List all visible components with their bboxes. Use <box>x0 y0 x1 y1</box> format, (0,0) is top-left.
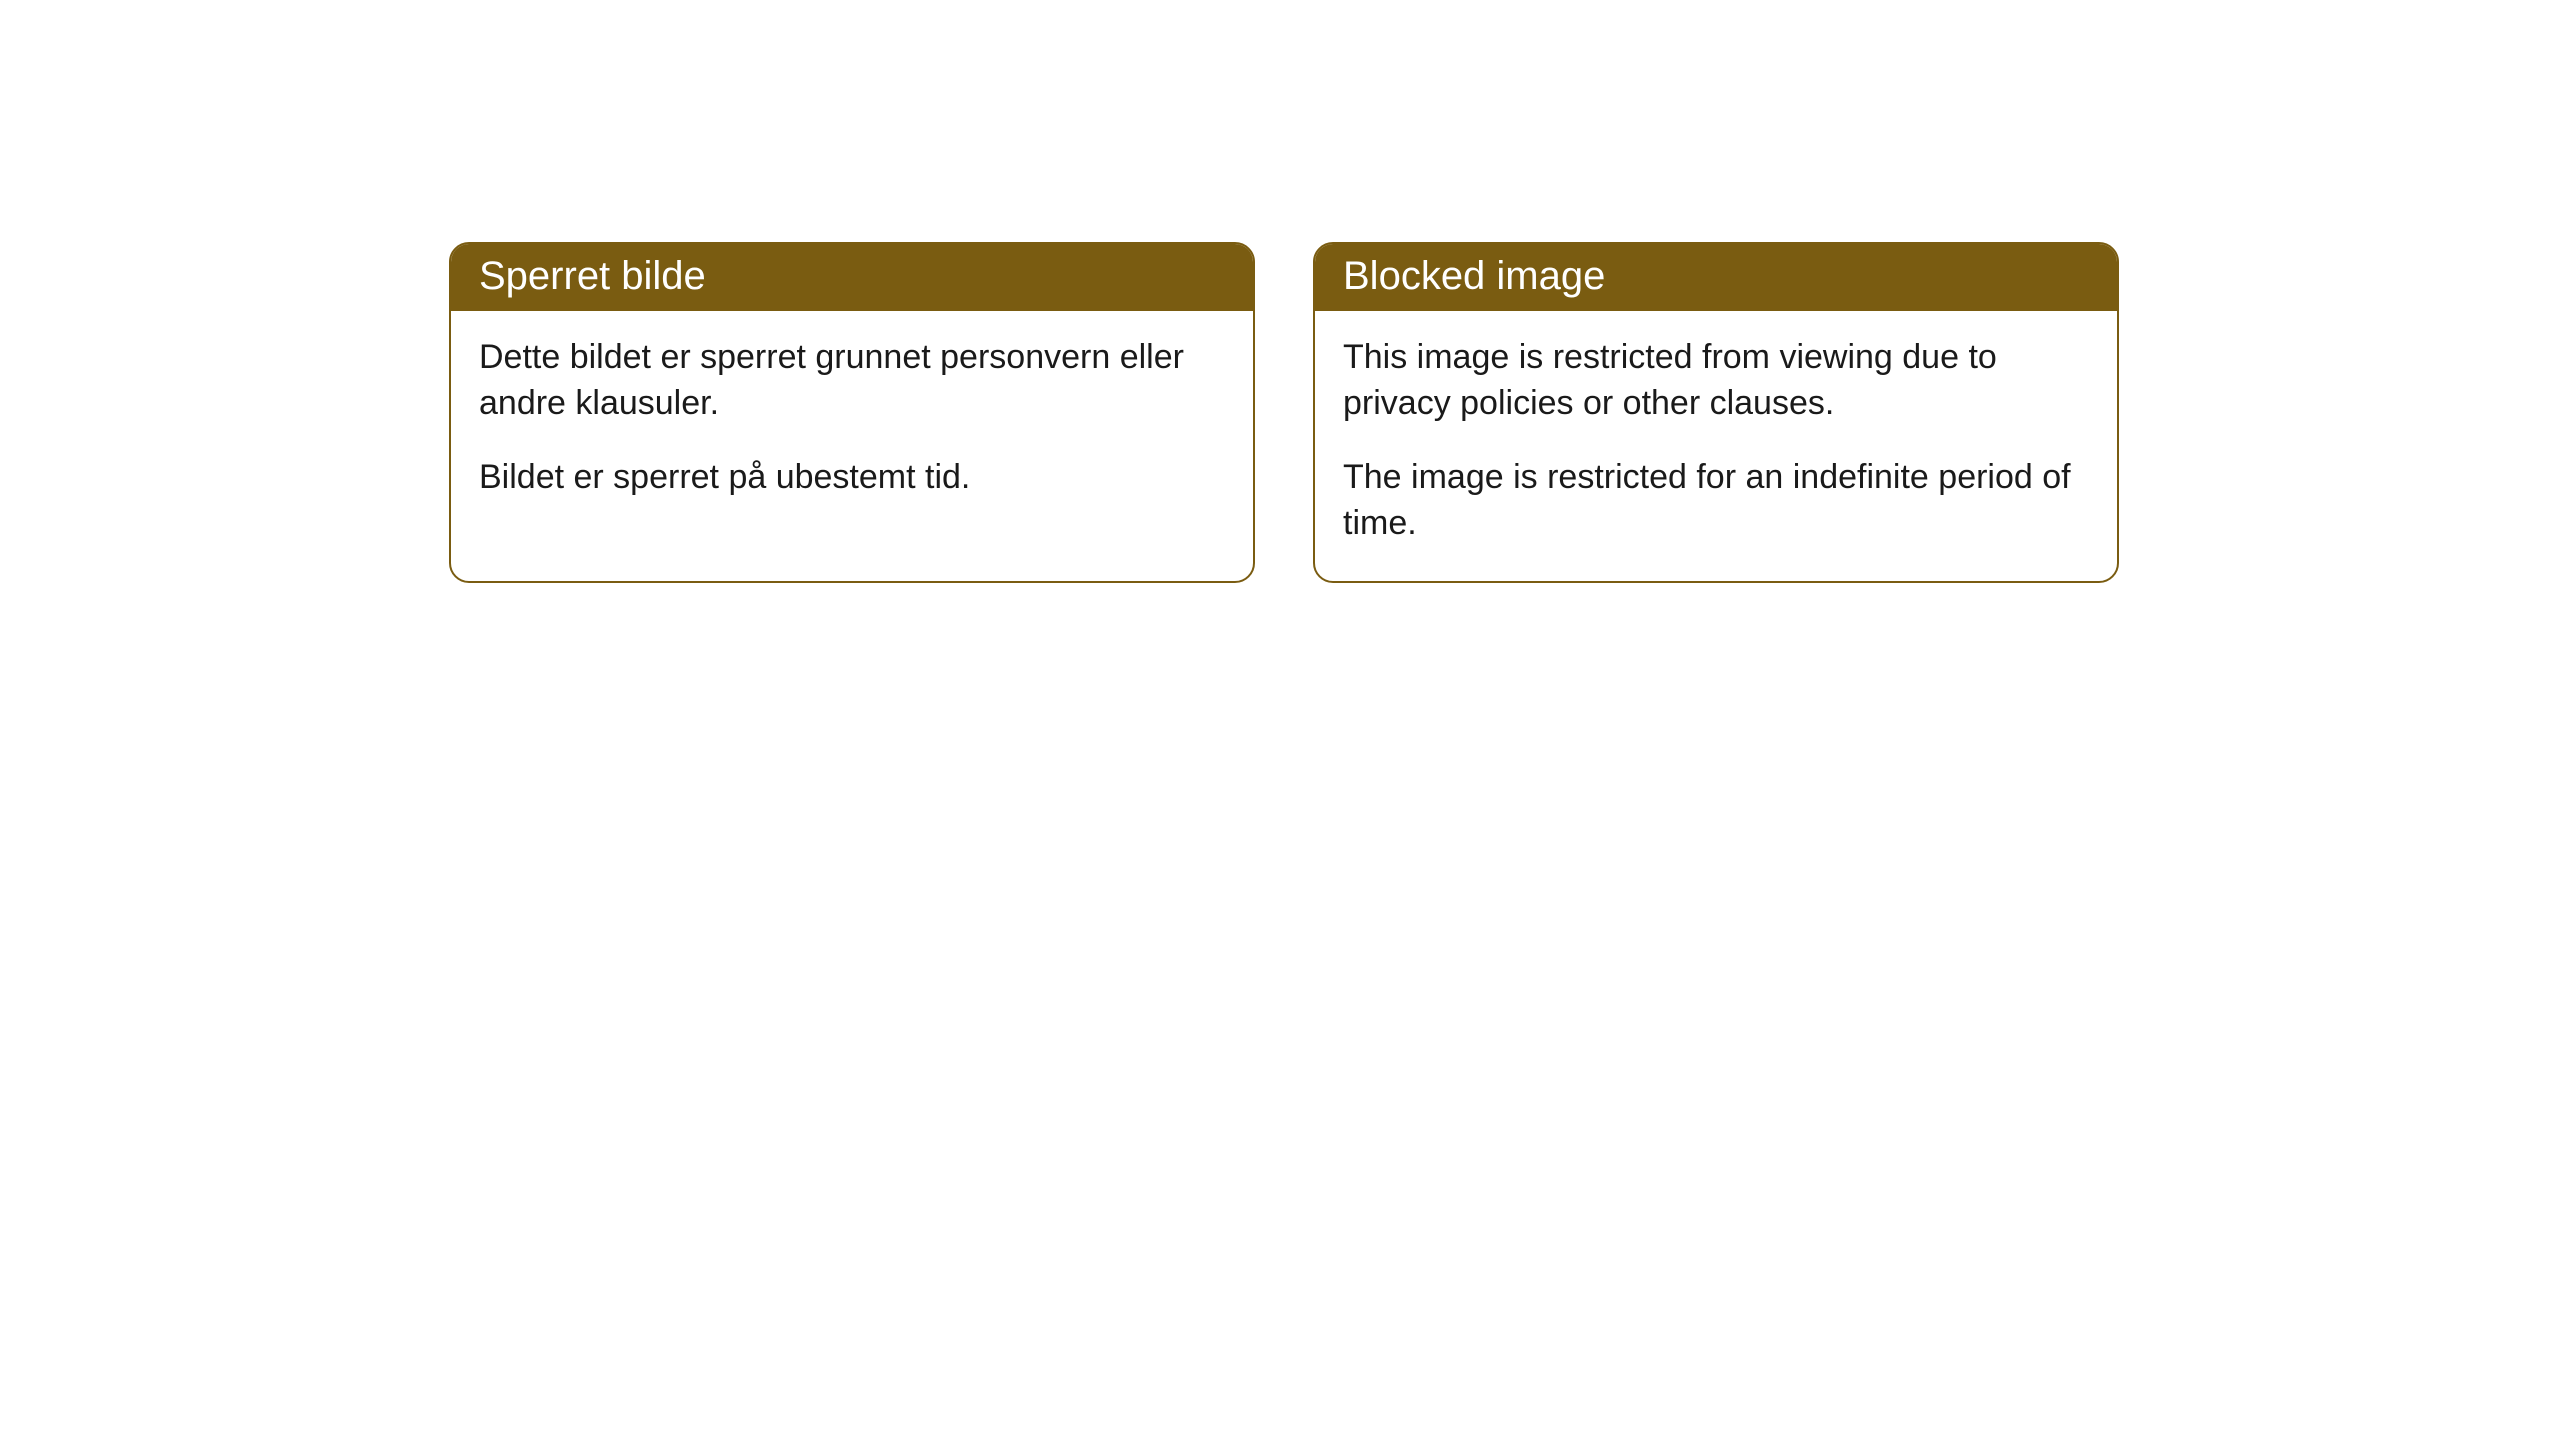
card-paragraph: This image is restricted from viewing du… <box>1343 335 2089 427</box>
card-paragraph: Dette bildet er sperret grunnet personve… <box>479 335 1225 427</box>
card-paragraph: The image is restricted for an indefinit… <box>1343 455 2089 547</box>
card-title: Sperret bilde <box>479 254 706 298</box>
card-body: Dette bildet er sperret grunnet personve… <box>451 311 1253 535</box>
blocked-image-card-no: Sperret bilde Dette bildet er sperret gr… <box>449 242 1255 583</box>
card-title: Blocked image <box>1343 254 1605 298</box>
card-body: This image is restricted from viewing du… <box>1315 311 2117 581</box>
card-header: Sperret bilde <box>451 244 1253 311</box>
blocked-image-card-en: Blocked image This image is restricted f… <box>1313 242 2119 583</box>
card-paragraph: Bildet er sperret på ubestemt tid. <box>479 455 1225 501</box>
cards-container: Sperret bilde Dette bildet er sperret gr… <box>0 0 2560 583</box>
card-header: Blocked image <box>1315 244 2117 311</box>
